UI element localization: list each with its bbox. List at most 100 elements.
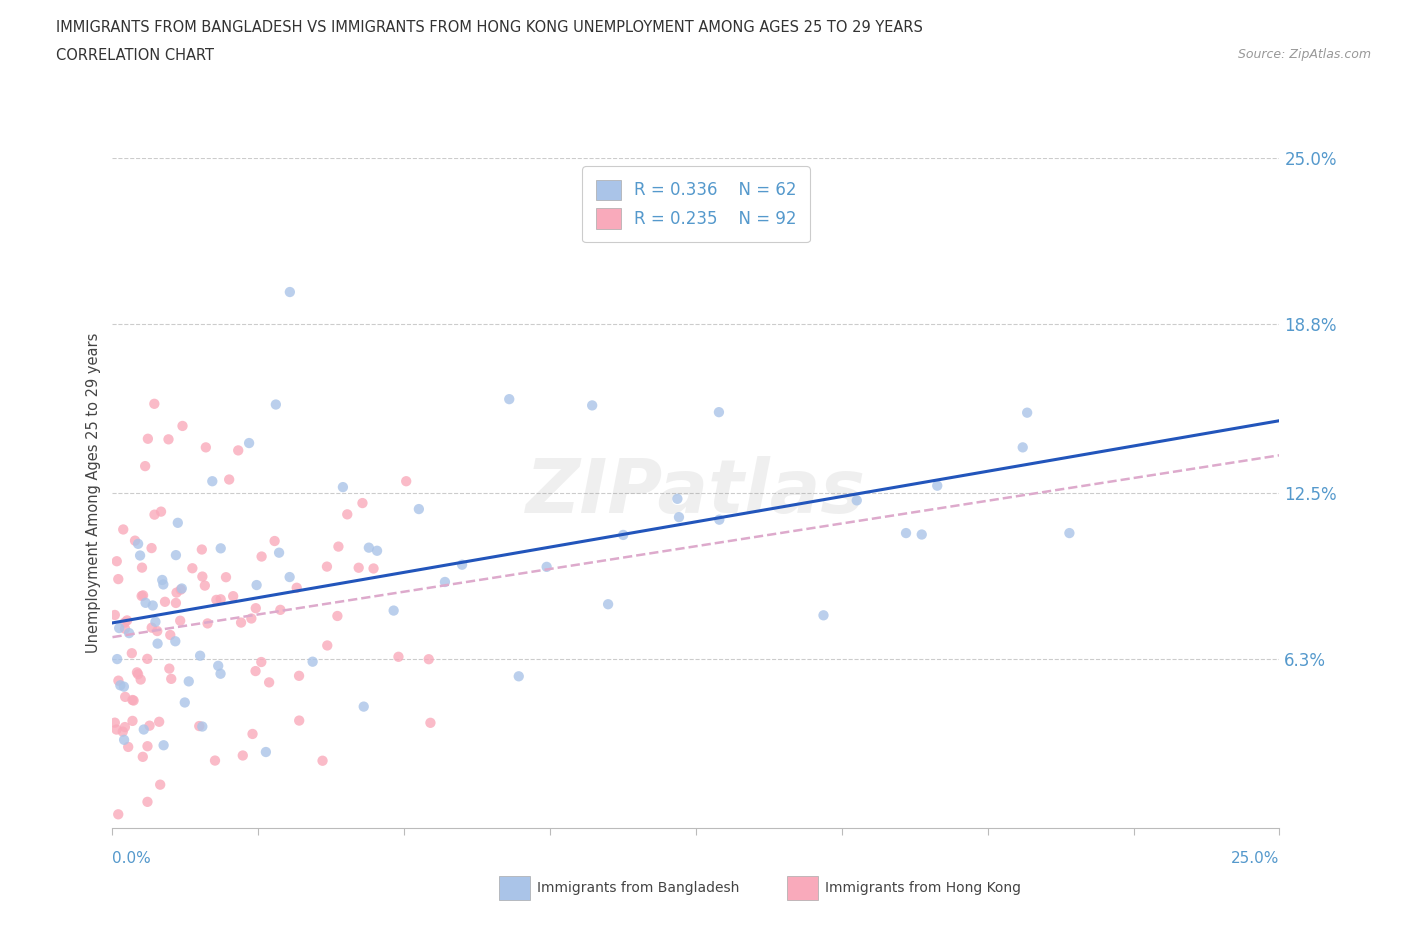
Text: IMMIGRANTS FROM BANGLADESH VS IMMIGRANTS FROM HONG KONG UNEMPLOYMENT AMONG AGES : IMMIGRANTS FROM BANGLADESH VS IMMIGRANTS… [56,20,924,35]
Point [288,669,311,684]
Point [191,719,214,734]
Point [111,724,134,739]
Point [121,693,143,708]
Point [105,652,128,667]
Point [112,522,135,537]
Point [114,720,136,735]
Point [387,649,409,664]
Point [242,726,264,741]
Point [107,572,129,587]
Point [165,548,187,563]
Point [131,560,153,575]
Point [347,560,370,575]
Point [245,664,267,679]
Point [114,615,136,630]
Point [153,594,176,609]
Point [191,542,214,557]
Point [278,569,301,584]
Point [121,713,143,728]
Point [127,667,149,682]
Point [165,595,187,610]
Point [165,634,187,649]
Point [114,621,136,636]
Text: 0.0%: 0.0% [112,851,152,866]
Point [204,753,226,768]
Point [332,480,354,495]
Point [451,557,474,572]
Point [129,672,152,687]
Point [813,608,835,623]
Point [201,473,224,488]
Point [668,510,690,525]
Point [336,507,359,522]
Text: Source: ZipAtlas.com: Source: ZipAtlas.com [1237,48,1371,61]
Point [105,722,128,737]
Point [215,570,238,585]
Point [150,504,173,519]
Point [207,658,229,673]
Point [104,607,127,622]
Point [316,559,339,574]
Point [132,722,155,737]
Point [1017,405,1039,420]
Point [408,501,430,516]
Point [104,715,127,730]
Point [136,432,159,446]
Point [238,435,260,450]
Point [240,611,263,626]
Point [366,543,388,558]
Point [194,440,217,455]
Text: CORRELATION CHART: CORRELATION CHART [56,48,214,63]
Point [328,539,350,554]
Point [508,669,530,684]
Point [159,628,181,643]
Point [114,689,136,704]
Point [263,534,285,549]
Point [707,405,730,419]
Point [285,580,308,595]
Point [107,673,129,688]
Point [136,651,159,666]
Point [311,753,333,768]
Point [326,608,349,623]
Point [205,592,228,607]
Point [194,578,217,593]
Point [498,392,520,406]
Point [433,575,456,590]
Point [188,648,211,663]
Point [146,624,169,639]
Point [709,512,731,527]
Point [352,496,374,511]
Point [172,418,194,433]
Point [125,665,148,680]
Point [254,745,277,760]
Point [108,620,131,635]
Point [894,525,917,540]
Point [152,577,174,591]
Point [209,591,232,606]
Point [363,561,385,576]
Point [222,589,245,604]
Point [1011,440,1033,455]
Point [288,713,311,728]
Point [229,615,252,630]
Point [197,616,219,631]
Point [418,652,440,667]
Point [357,540,380,555]
Point [115,613,138,628]
Point [118,626,141,641]
Point [131,589,153,604]
Point [107,807,129,822]
Point [188,719,211,734]
Point [257,675,280,690]
Point [250,549,273,564]
Point [112,733,135,748]
Point [121,645,143,660]
Point [170,582,193,597]
Point [149,777,172,792]
Point [181,561,204,576]
Legend: R = 0.336    N = 62, R = 0.235    N = 92: R = 0.336 N = 62, R = 0.235 N = 92 [582,166,810,242]
Point [170,581,193,596]
Point [245,601,267,616]
Point [117,739,139,754]
